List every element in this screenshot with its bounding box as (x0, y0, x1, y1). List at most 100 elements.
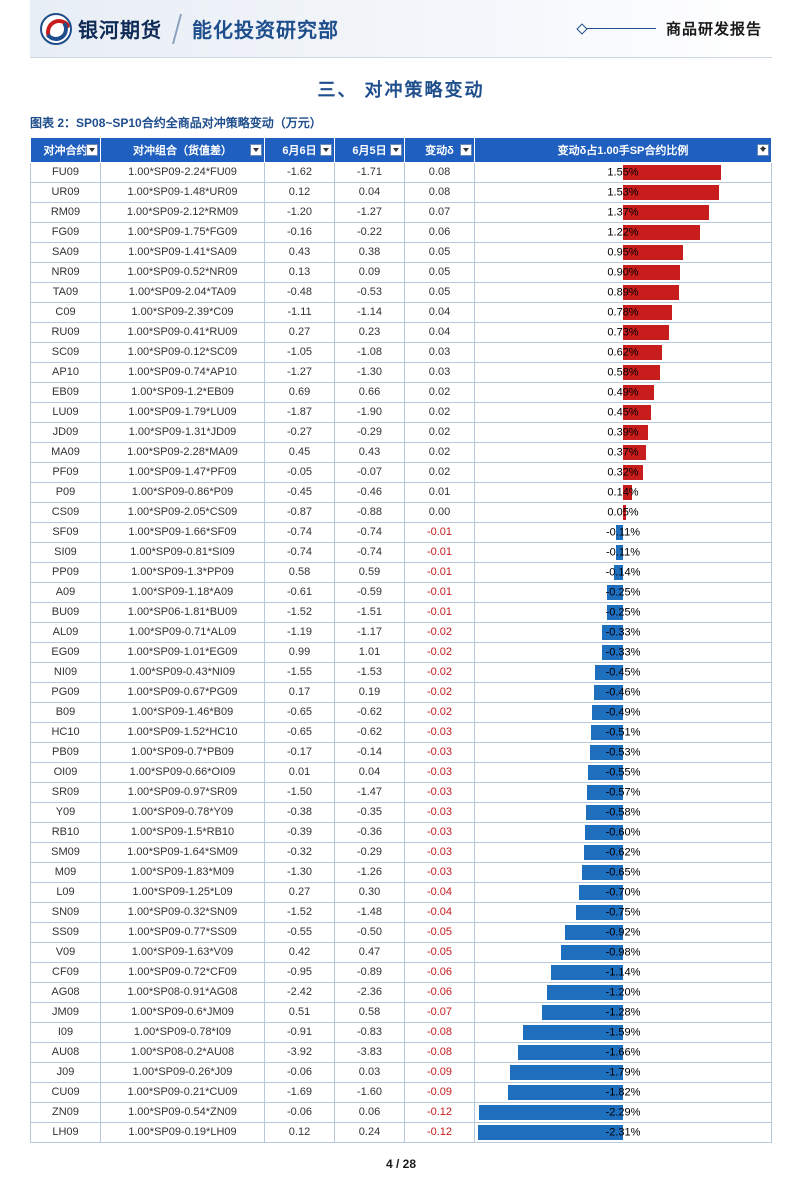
value-cell: -1.90 (335, 403, 405, 423)
value-cell: -1.87 (265, 403, 335, 423)
value-cell: -0.53 (335, 283, 405, 303)
value-cell: 0.58 (335, 1003, 405, 1023)
value-cell: -0.65 (265, 703, 335, 723)
pct-bar-cell: 1.37% (475, 203, 772, 223)
contract-cell: L09 (31, 883, 101, 903)
value-cell: -0.29 (335, 843, 405, 863)
filter-dropdown-icon[interactable] (86, 144, 98, 156)
value-cell: -1.27 (335, 203, 405, 223)
pct-label: 0.78% (607, 305, 638, 320)
table-row: PB091.00*SP09-0.7*PB09-0.17-0.14-0.03-0.… (31, 743, 772, 763)
pct-bar-cell: 0.32% (475, 463, 772, 483)
filter-dropdown-icon[interactable] (460, 144, 472, 156)
filter-dropdown-icon[interactable] (757, 144, 769, 156)
value-cell: -1.30 (265, 863, 335, 883)
table-row: A091.00*SP09-1.18*A09-0.61-0.59-0.01-0.2… (31, 583, 772, 603)
pct-label: -0.45% (606, 665, 641, 680)
pct-label: -1.20% (606, 985, 641, 1000)
value-cell: 0.30 (335, 883, 405, 903)
value-cell: 0.45 (265, 443, 335, 463)
value-cell: 1.01 (335, 643, 405, 663)
column-header[interactable]: 变动δ占1.00手SP合约比例 (475, 138, 772, 163)
value-cell: -1.27 (265, 363, 335, 383)
delta-cell: -0.09 (405, 1083, 475, 1103)
combo-cell: 1.00*SP09-0.77*SS09 (101, 923, 265, 943)
pct-label: -0.75% (606, 905, 641, 920)
column-header[interactable]: 6月6日 (265, 138, 335, 163)
pct-label: -0.55% (606, 765, 641, 780)
delta-cell: -0.01 (405, 563, 475, 583)
pct-label: 0.49% (607, 385, 638, 400)
figure-caption: 图表 2：SP08~SP10合约全商品对冲策略变动（万元） (30, 114, 772, 131)
pct-label: 1.22% (607, 225, 638, 240)
delta-cell: 0.04 (405, 303, 475, 323)
contract-cell: RB10 (31, 823, 101, 843)
table-row: UR091.00*SP09-1.48*UR090.120.040.081.53% (31, 183, 772, 203)
column-header[interactable]: 对冲合约 (31, 138, 101, 163)
value-cell: 0.51 (265, 1003, 335, 1023)
combo-cell: 1.00*SP09-1.25*L09 (101, 883, 265, 903)
delta-cell: 0.08 (405, 163, 475, 183)
combo-cell: 1.00*SP09-0.21*CU09 (101, 1083, 265, 1103)
pct-bar-cell: 0.78% (475, 303, 772, 323)
value-cell: -0.50 (335, 923, 405, 943)
value-cell: -0.74 (335, 543, 405, 563)
pct-bar-cell: -0.92% (475, 923, 772, 943)
table-row: NI091.00*SP09-0.43*NI09-1.55-1.53-0.02-0… (31, 663, 772, 683)
department-title: 能化投资研究部 (192, 14, 339, 43)
delta-cell: 0.06 (405, 223, 475, 243)
table-row: RB101.00*SP09-1.5*RB10-0.39-0.36-0.03-0.… (31, 823, 772, 843)
pct-label: 0.05% (607, 505, 638, 520)
combo-cell: 1.00*SP09-0.7*PB09 (101, 743, 265, 763)
delta-cell: -0.03 (405, 863, 475, 883)
combo-cell: 1.00*SP09-0.12*SC09 (101, 343, 265, 363)
delta-cell: -0.03 (405, 723, 475, 743)
delta-cell: -0.03 (405, 843, 475, 863)
combo-cell: 1.00*SP09-1.3*PP09 (101, 563, 265, 583)
value-cell: -0.32 (265, 843, 335, 863)
combo-cell: 1.00*SP09-0.52*NR09 (101, 263, 265, 283)
delta-cell: 0.03 (405, 363, 475, 383)
table-row: OI091.00*SP09-0.66*OI090.010.04-0.03-0.5… (31, 763, 772, 783)
column-header[interactable]: 变动δ (405, 138, 475, 163)
pct-bar-cell: -2.29% (475, 1103, 772, 1123)
pct-bar-cell: -1.59% (475, 1023, 772, 1043)
pct-label: -0.25% (606, 605, 641, 620)
delta-cell: -0.02 (405, 683, 475, 703)
page-number: 4 (386, 1157, 393, 1171)
value-cell: -1.52 (265, 603, 335, 623)
value-cell: -0.17 (265, 743, 335, 763)
page-footer: 4 / 28 (30, 1157, 772, 1171)
column-header[interactable]: 对冲组合（货值差） (101, 138, 265, 163)
value-cell: -1.69 (265, 1083, 335, 1103)
combo-cell: 1.00*SP09-0.78*Y09 (101, 803, 265, 823)
combo-cell: 1.00*SP09-1.31*JD09 (101, 423, 265, 443)
pct-bar-cell: 0.58% (475, 363, 772, 383)
pct-bar-cell: -0.25% (475, 603, 772, 623)
table-row: J091.00*SP09-0.26*J09-0.060.03-0.09-1.79… (31, 1063, 772, 1083)
pct-label: -0.53% (606, 745, 641, 760)
delta-cell: 0.05 (405, 283, 475, 303)
table-row: SS091.00*SP09-0.77*SS09-0.55-0.50-0.05-0… (31, 923, 772, 943)
value-cell: -0.46 (335, 483, 405, 503)
pct-label: 0.45% (607, 405, 638, 420)
delta-cell: -0.02 (405, 703, 475, 723)
value-cell: -1.51 (335, 603, 405, 623)
combo-cell: 1.00*SP06-1.81*BU09 (101, 603, 265, 623)
value-cell: 0.99 (265, 643, 335, 663)
filter-dropdown-icon[interactable] (390, 144, 402, 156)
filter-dropdown-icon[interactable] (320, 144, 332, 156)
table-row: PG091.00*SP09-0.67*PG090.170.19-0.02-0.4… (31, 683, 772, 703)
delta-cell: -0.03 (405, 763, 475, 783)
value-cell: -1.30 (335, 363, 405, 383)
value-cell: 0.12 (265, 183, 335, 203)
pct-bar-cell: 0.05% (475, 503, 772, 523)
delta-cell: -0.03 (405, 743, 475, 763)
contract-cell: RU09 (31, 323, 101, 343)
table-row: JM091.00*SP09-0.6*JM090.510.58-0.07-1.28… (31, 1003, 772, 1023)
filter-dropdown-icon[interactable] (250, 144, 262, 156)
column-header[interactable]: 6月5日 (335, 138, 405, 163)
table-row: C091.00*SP09-2.39*C09-1.11-1.140.040.78% (31, 303, 772, 323)
value-cell: -0.05 (265, 463, 335, 483)
delta-cell: -0.02 (405, 663, 475, 683)
